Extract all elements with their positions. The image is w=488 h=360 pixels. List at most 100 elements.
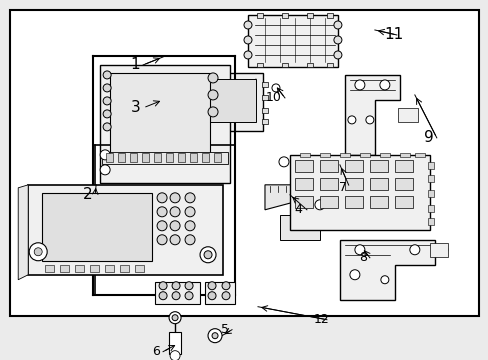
Circle shape [184, 221, 195, 231]
Text: 4: 4 [293, 203, 301, 216]
Bar [120, 265, 129, 272]
Bar [344, 196, 362, 208]
Bar [319, 160, 337, 172]
Bar [204, 282, 235, 304]
Bar [169, 332, 181, 354]
Bar [130, 153, 137, 162]
Bar [28, 185, 223, 275]
Circle shape [354, 245, 364, 255]
Text: 11: 11 [383, 27, 402, 42]
Bar [397, 108, 417, 122]
Bar [369, 160, 387, 172]
Text: 8: 8 [358, 251, 366, 264]
Text: 5: 5 [221, 323, 228, 336]
Bar [202, 79, 255, 122]
Bar [257, 63, 263, 67]
Circle shape [184, 207, 195, 217]
Circle shape [222, 282, 229, 290]
Bar [262, 82, 267, 87]
Circle shape [100, 165, 110, 175]
Text: 2: 2 [82, 187, 92, 202]
Circle shape [157, 235, 167, 245]
Circle shape [159, 292, 167, 300]
Circle shape [34, 248, 42, 256]
Circle shape [203, 251, 212, 259]
Polygon shape [264, 185, 309, 210]
Bar [282, 63, 287, 67]
Circle shape [207, 292, 216, 300]
Bar [102, 152, 227, 164]
Bar [188, 82, 195, 87]
Bar [105, 265, 114, 272]
Bar [369, 196, 387, 208]
Bar [10, 10, 478, 316]
Bar [394, 196, 412, 208]
Bar [154, 153, 161, 162]
Text: 10: 10 [265, 91, 282, 104]
Bar [106, 153, 113, 162]
Bar [326, 13, 332, 18]
Circle shape [170, 221, 180, 231]
Circle shape [207, 90, 218, 100]
Bar [135, 265, 144, 272]
Bar [399, 153, 409, 157]
Circle shape [207, 107, 218, 117]
Circle shape [207, 73, 218, 83]
Bar [379, 153, 389, 157]
Circle shape [333, 51, 341, 59]
Bar [247, 15, 337, 67]
Circle shape [159, 282, 167, 290]
Bar [118, 153, 125, 162]
Circle shape [184, 235, 195, 245]
Bar [319, 178, 337, 190]
Circle shape [200, 247, 216, 263]
Circle shape [169, 312, 181, 324]
Bar [427, 205, 433, 212]
Bar [359, 153, 369, 157]
Circle shape [437, 245, 447, 255]
Polygon shape [339, 240, 434, 300]
Circle shape [244, 36, 251, 44]
Bar [294, 178, 312, 190]
Bar [289, 155, 429, 230]
Circle shape [172, 282, 180, 290]
Bar [282, 13, 287, 18]
Bar [214, 153, 221, 162]
Circle shape [172, 292, 180, 300]
Bar [90, 265, 99, 272]
Circle shape [170, 235, 180, 245]
Circle shape [100, 150, 110, 160]
Circle shape [349, 270, 359, 280]
Circle shape [354, 80, 364, 90]
Bar [60, 265, 69, 272]
Bar [306, 63, 312, 67]
Text: 6: 6 [152, 345, 160, 358]
Bar [100, 65, 229, 183]
Bar [326, 63, 332, 67]
Circle shape [103, 110, 111, 118]
Bar [299, 153, 309, 157]
Bar [414, 153, 424, 157]
Bar [166, 153, 173, 162]
Bar [306, 13, 312, 18]
Circle shape [314, 200, 324, 210]
Circle shape [244, 51, 251, 59]
Circle shape [207, 329, 222, 343]
Bar [394, 178, 412, 190]
Bar [280, 215, 319, 240]
Circle shape [29, 243, 47, 261]
Circle shape [409, 245, 419, 255]
Circle shape [347, 116, 355, 124]
Circle shape [184, 292, 193, 300]
Bar [319, 153, 329, 157]
Bar [294, 196, 312, 208]
Text: 7: 7 [338, 181, 346, 194]
Bar [427, 190, 433, 197]
Bar [190, 153, 197, 162]
Bar [262, 119, 267, 124]
Circle shape [103, 84, 111, 92]
Bar [429, 243, 447, 257]
Circle shape [103, 97, 111, 105]
Bar [394, 160, 412, 172]
Bar [75, 265, 84, 272]
